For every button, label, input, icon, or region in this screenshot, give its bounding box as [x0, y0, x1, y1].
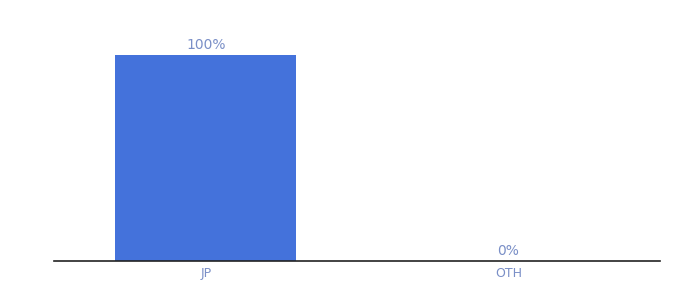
Text: 100%: 100%	[186, 38, 226, 52]
Bar	[115, 55, 296, 261]
Text: 0%: 0%	[497, 244, 520, 258]
